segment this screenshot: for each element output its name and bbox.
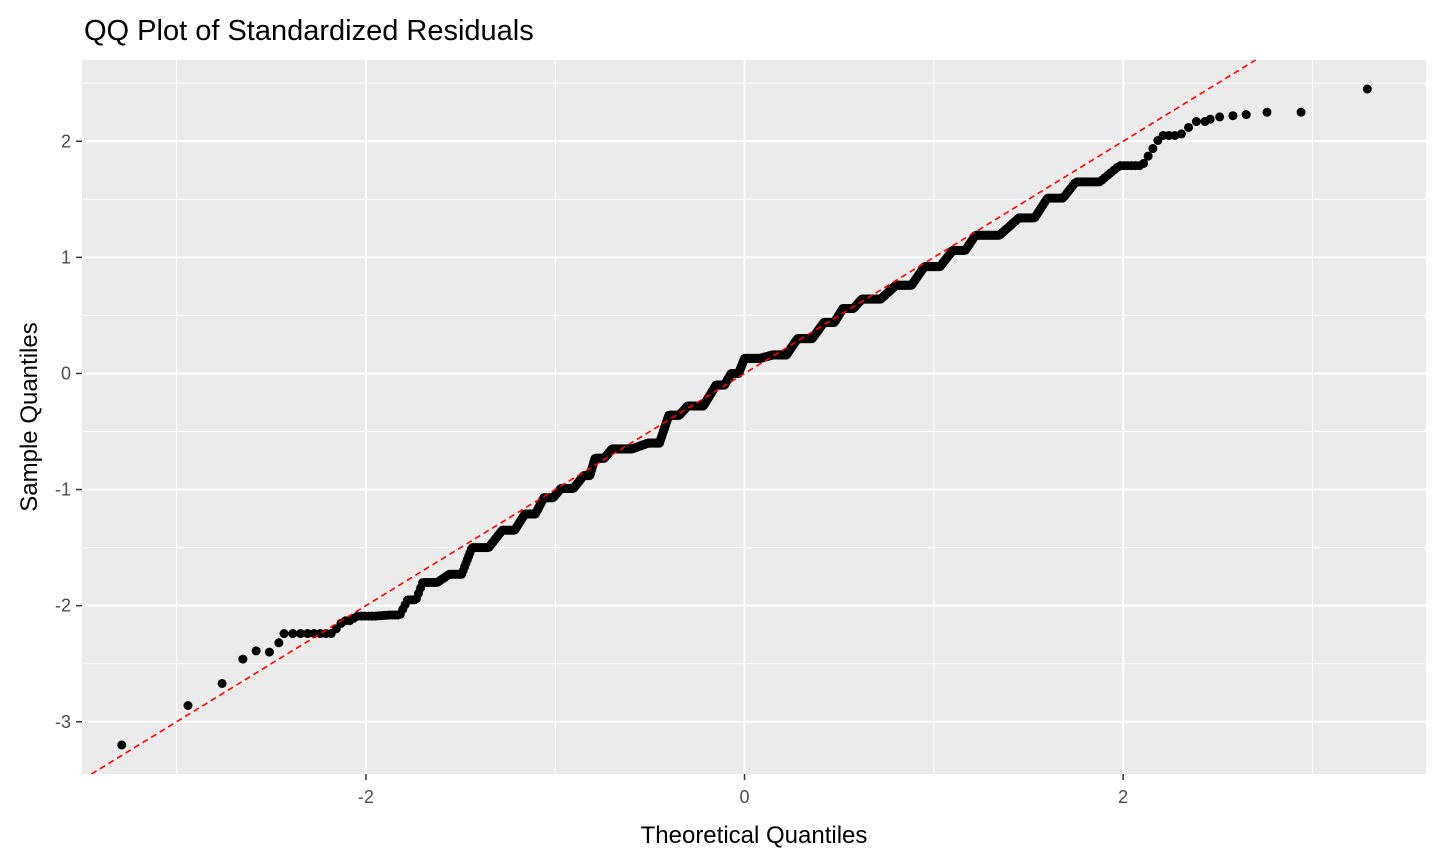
- qq-point: [251, 646, 261, 656]
- qq-point: [238, 654, 248, 664]
- x-tick-label: -2: [358, 787, 374, 807]
- qq-point: [183, 701, 193, 711]
- data-points: [117, 84, 1372, 750]
- qq-point: [1148, 144, 1158, 154]
- reference-line: [91, 59, 1257, 775]
- qq-point: [1228, 111, 1238, 121]
- plot-panel: [82, 59, 1426, 775]
- axes: -2 0 2 -3 -2 -1 0 1 2: [55, 131, 1128, 807]
- qq-point: [264, 647, 274, 657]
- x-tick-label: 2: [1118, 787, 1128, 807]
- x-axis-title: Theoretical Quantiles: [641, 822, 868, 849]
- y-tick-label: -3: [55, 712, 71, 732]
- qq-point: [288, 629, 298, 639]
- qq-point: [1215, 112, 1225, 122]
- y-tick-label: -2: [55, 596, 71, 616]
- qq-point: [1176, 129, 1186, 139]
- y-tick-label: 0: [61, 363, 71, 383]
- qq-point: [1143, 151, 1153, 161]
- qq-point: [296, 629, 306, 639]
- qq-point: [279, 629, 289, 639]
- plot-background: [82, 60, 1426, 774]
- x-tick-label: 0: [740, 787, 750, 807]
- qq-point: [1191, 117, 1201, 127]
- qq-point: [274, 638, 284, 648]
- qq-point: [1362, 84, 1372, 94]
- qq-point: [1139, 158, 1149, 168]
- chart-title: QQ Plot of Standardized Residuals: [84, 15, 534, 47]
- qq-point: [1184, 122, 1194, 132]
- y-tick-label: 1: [61, 247, 71, 267]
- y-axis-title: Sample Quantiles: [16, 322, 43, 511]
- qq-point: [1205, 114, 1215, 124]
- qq-point: [1241, 110, 1251, 120]
- qq-point: [1262, 107, 1272, 117]
- y-tick-label: 2: [61, 131, 71, 151]
- qq-point: [217, 678, 227, 688]
- qq-point: [303, 629, 313, 639]
- qq-point: [1296, 107, 1306, 117]
- y-tick-label: -1: [55, 480, 71, 500]
- qq-point: [117, 740, 127, 750]
- grid-lines: [82, 60, 1426, 774]
